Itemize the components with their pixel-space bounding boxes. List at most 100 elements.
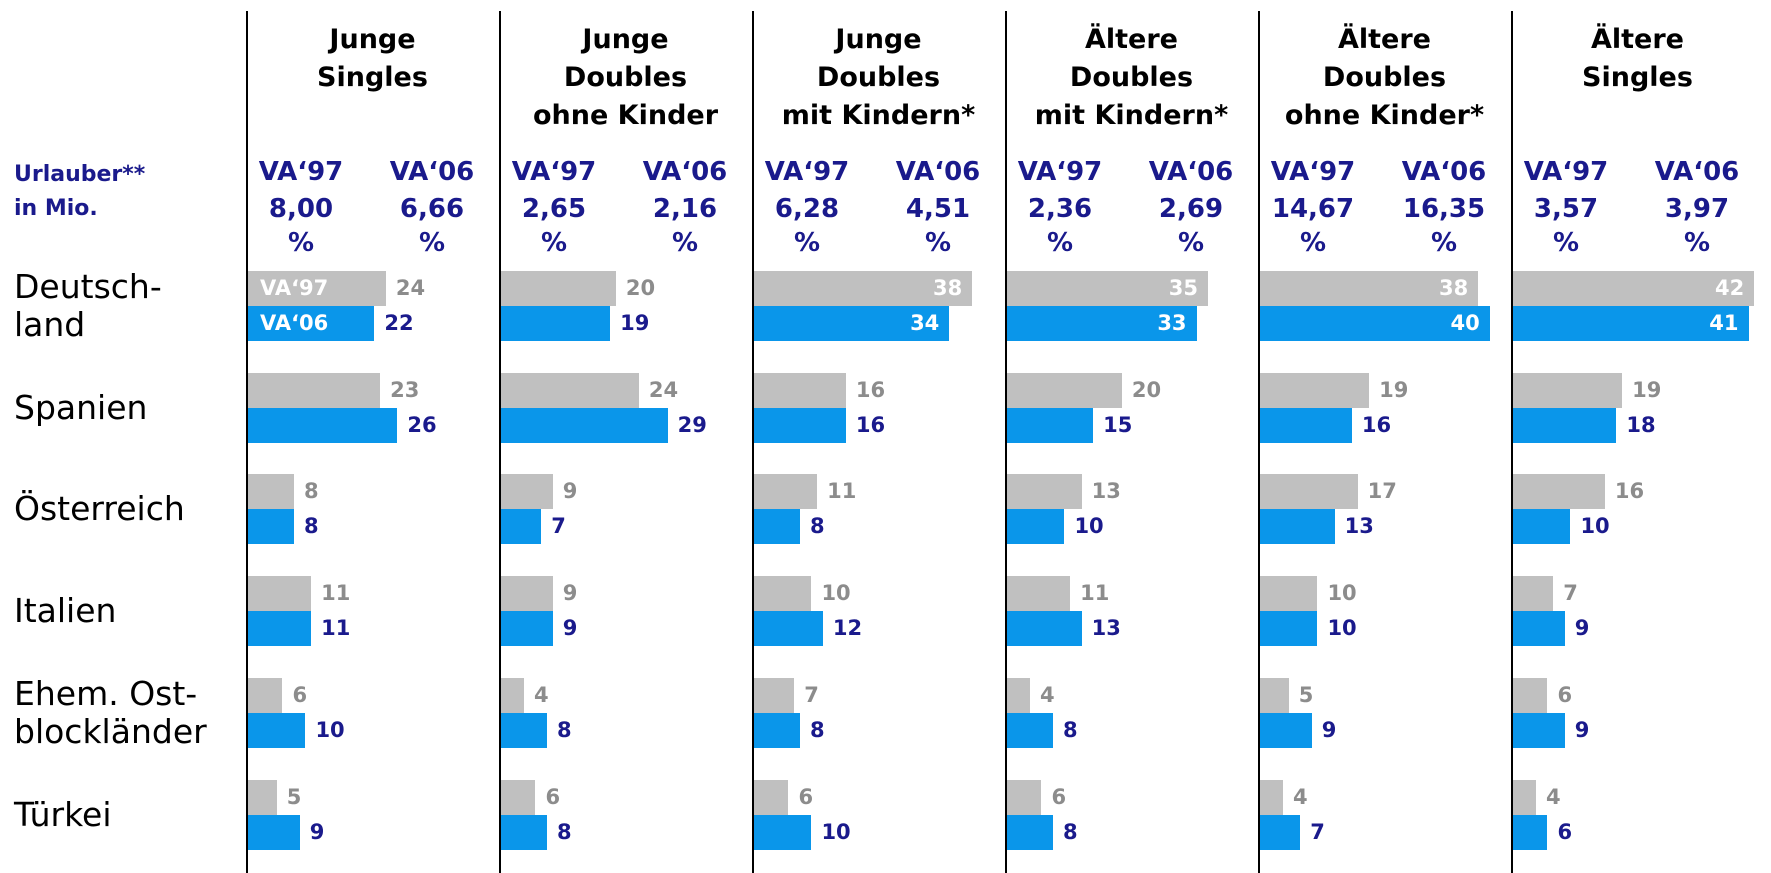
value-label: 17 — [1367, 479, 1397, 504]
bar — [1007, 576, 1071, 612]
category-label: Ehem. Ost- blockländer — [14, 673, 207, 751]
value-label: 16 — [855, 412, 886, 437]
value-label: 4 — [1292, 784, 1308, 809]
value-label: 10 — [821, 819, 851, 844]
value-label: 11 — [321, 616, 351, 641]
value-label: 13 — [1091, 616, 1121, 641]
series-name: VA‘97 — [511, 157, 597, 187]
bar — [1513, 814, 1548, 850]
series-total: 2,69 % — [1158, 194, 1224, 258]
bar — [248, 677, 283, 713]
bar — [248, 407, 398, 443]
value-label: 11 — [1080, 581, 1110, 606]
value-label: 24 — [395, 276, 426, 300]
bar — [1260, 509, 1335, 545]
series-total: 6,66 % — [399, 194, 465, 258]
bar — [1260, 611, 1318, 647]
value-label: 38 — [1439, 276, 1469, 300]
value-label: 8 — [1062, 717, 1078, 742]
bar — [501, 576, 553, 612]
value-label: 23 — [390, 377, 420, 402]
bar — [754, 474, 818, 510]
bar — [501, 372, 639, 408]
value-label: 8 — [556, 717, 572, 742]
value-label: 22 — [384, 311, 414, 335]
value-label: 40 — [1450, 311, 1480, 335]
value-label: 4 — [533, 682, 549, 707]
bar — [754, 372, 846, 408]
series-name: VA‘97 — [1270, 157, 1356, 187]
bar — [1007, 372, 1122, 408]
panel-divider — [1005, 11, 1007, 873]
bar — [754, 576, 812, 612]
bar — [248, 611, 312, 647]
series-name: VA‘97 — [1523, 157, 1609, 187]
category-label: Italien — [14, 591, 117, 631]
series-total: 3,97 % — [1664, 194, 1730, 258]
value-label: 8 — [303, 514, 319, 539]
bar — [1007, 779, 1042, 815]
bar — [1513, 407, 1617, 443]
value-label: 9 — [1574, 616, 1590, 641]
series-name: VA‘97 — [764, 157, 850, 187]
value-label: 18 — [1626, 412, 1656, 437]
bar — [1513, 306, 1749, 341]
series-total: 2,65 % — [521, 194, 587, 258]
series-total: 4,51 % — [905, 194, 971, 258]
series-total: 16,35 % — [1402, 194, 1486, 258]
bar — [501, 271, 616, 306]
bar — [754, 611, 823, 647]
series-name: VA‘97 — [258, 157, 344, 187]
value-label: 13 — [1091, 479, 1121, 504]
value-label: 5 — [1298, 682, 1314, 707]
value-label: 9 — [1321, 717, 1337, 742]
value-label: 19 — [620, 311, 650, 335]
bar — [501, 407, 668, 443]
value-label: 5 — [286, 784, 302, 809]
value-label: 11 — [321, 581, 351, 606]
bar — [1513, 576, 1554, 612]
bar — [754, 779, 789, 815]
bar — [248, 474, 294, 510]
value-label: 9 — [309, 819, 325, 844]
bar — [1007, 611, 1082, 647]
value-label: 15 — [1103, 412, 1133, 437]
bar — [248, 712, 306, 748]
bar — [248, 576, 312, 612]
value-label: 4 — [1545, 784, 1561, 809]
bar — [1260, 779, 1283, 815]
value-label: 7 — [804, 682, 819, 707]
value-label: 19 — [1632, 377, 1662, 402]
bar — [1007, 271, 1209, 306]
panel-title: Junge Singles — [317, 24, 428, 93]
series-total: 8,00 % — [268, 194, 334, 258]
value-label: 7 — [1563, 581, 1578, 606]
bar — [754, 677, 795, 713]
value-label: 42 — [1715, 276, 1745, 300]
value-label: 6 — [1051, 784, 1067, 809]
bar — [754, 271, 973, 306]
value-label: 9 — [562, 616, 578, 641]
value-label: 8 — [1062, 819, 1078, 844]
value-label: 7 — [551, 514, 566, 539]
series-name: VA‘06 — [1401, 157, 1487, 187]
category-label: Spanien — [14, 387, 148, 427]
bar — [1513, 372, 1623, 408]
row-header: Urlauber** in Mio. — [14, 162, 146, 221]
value-label: 16 — [855, 377, 886, 402]
value-label: 24 — [648, 377, 679, 402]
panel-title: Ältere Doubles ohne Kinder* — [1284, 24, 1485, 131]
value-label: 10 — [821, 581, 851, 606]
series-name: VA‘06 — [389, 157, 475, 187]
bar — [1260, 271, 1479, 306]
series-name: VA‘97 — [1017, 157, 1103, 187]
series-total: 14,67 % — [1271, 194, 1355, 258]
panel-title: Ältere Doubles mit Kindern* — [1034, 24, 1229, 131]
bar — [501, 814, 547, 850]
value-label: 38 — [933, 276, 963, 300]
series-name: VA‘06 — [895, 157, 981, 187]
bar — [754, 509, 800, 545]
bar — [1260, 814, 1301, 850]
value-label: 9 — [1574, 717, 1590, 742]
